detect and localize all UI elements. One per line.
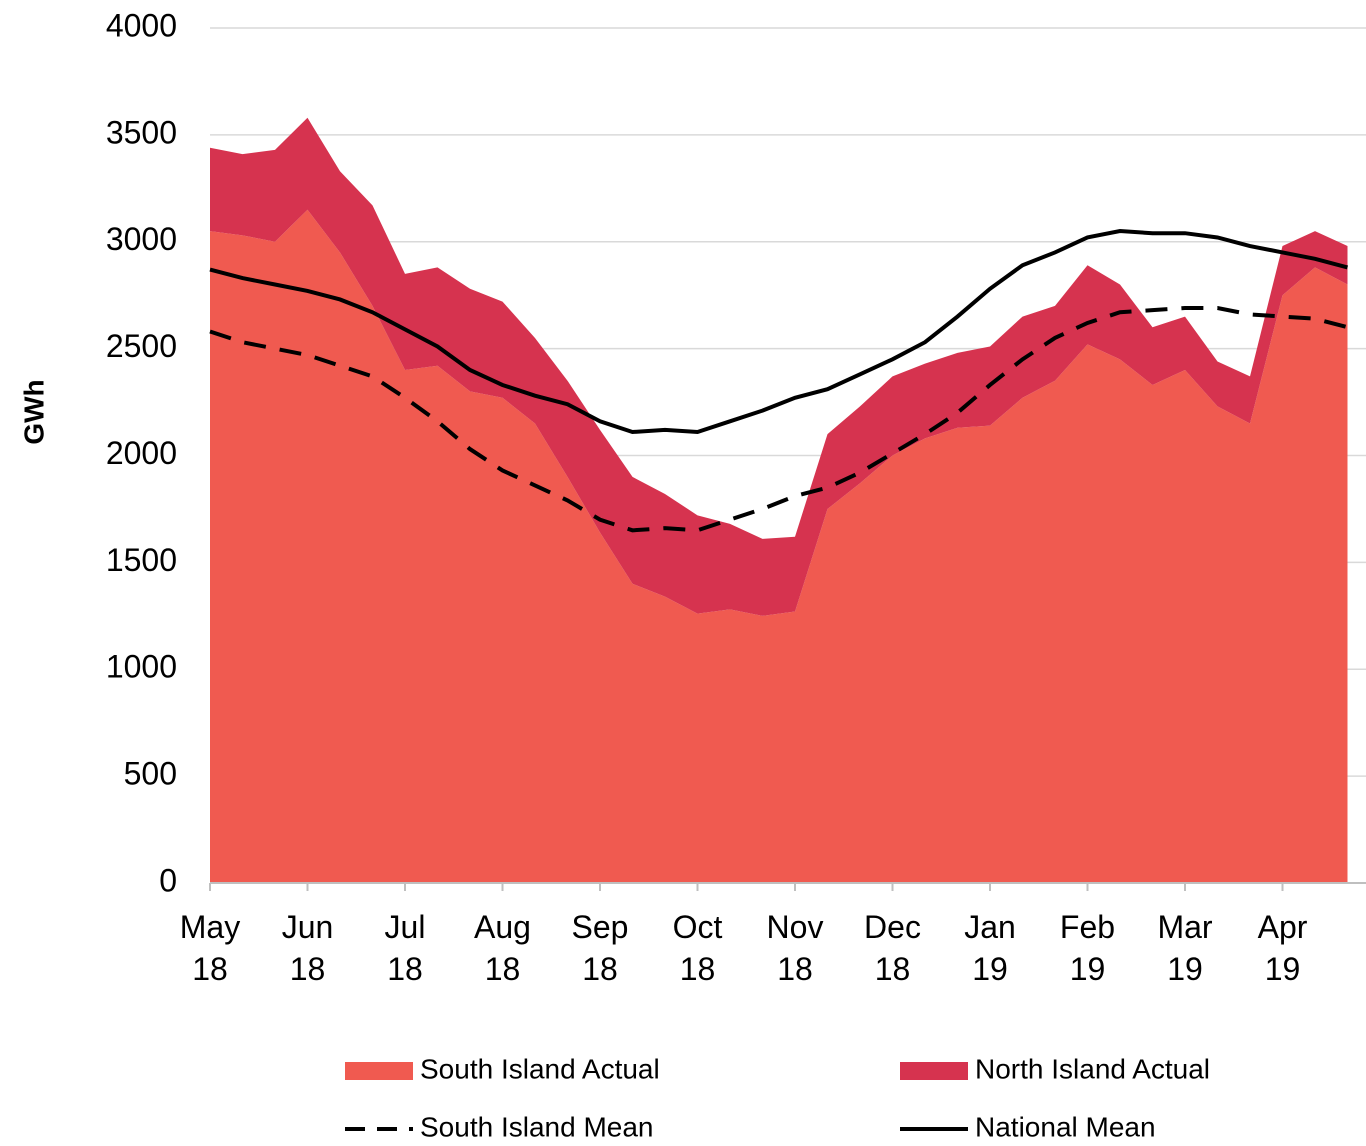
legend-label: South Island Mean <box>420 1111 654 1142</box>
area <box>210 117 1348 616</box>
x-tick-label: May 18 <box>179 909 241 987</box>
y-tick-label: 2000 <box>106 435 177 471</box>
y-tick-label: 2500 <box>106 328 177 364</box>
y-axis-label: GWh <box>18 379 49 444</box>
area <box>210 209 1348 883</box>
y-tick-label: 1000 <box>106 649 177 685</box>
x-tick-label: Jun 18 <box>281 909 334 987</box>
x-tick-label: Jul 18 <box>384 909 426 987</box>
x-tick-label: Dec 18 <box>864 909 921 987</box>
x-tick-label: Jan 19 <box>964 909 1016 987</box>
y-tick-label: 0 <box>159 862 177 898</box>
legend-label: South Island Actual <box>420 1053 660 1084</box>
line <box>209 306 1349 533</box>
x-tick-label: Aug 18 <box>474 909 531 987</box>
y-tick-label: 500 <box>124 756 177 792</box>
legend-swatch <box>900 1062 968 1080</box>
y-tick-label: 3500 <box>106 114 177 150</box>
legend-swatch <box>345 1062 413 1080</box>
x-tick-label: Feb 19 <box>1059 909 1116 987</box>
x-tick-label: Apr 19 <box>1257 909 1308 987</box>
y-tick-label: 3000 <box>106 221 177 257</box>
x-tick-label: Oct 18 <box>672 909 723 987</box>
x-tick-label: Sep 18 <box>571 909 629 987</box>
x-tick-label: Nov 18 <box>766 909 824 987</box>
x-tick-label: Mar 19 <box>1157 909 1213 987</box>
legend-label: North Island Actual <box>975 1053 1210 1084</box>
legend-label: National Mean <box>975 1111 1156 1142</box>
y-tick-label: 4000 <box>106 7 177 43</box>
y-tick-label: 1500 <box>106 542 177 578</box>
line <box>209 229 1349 435</box>
